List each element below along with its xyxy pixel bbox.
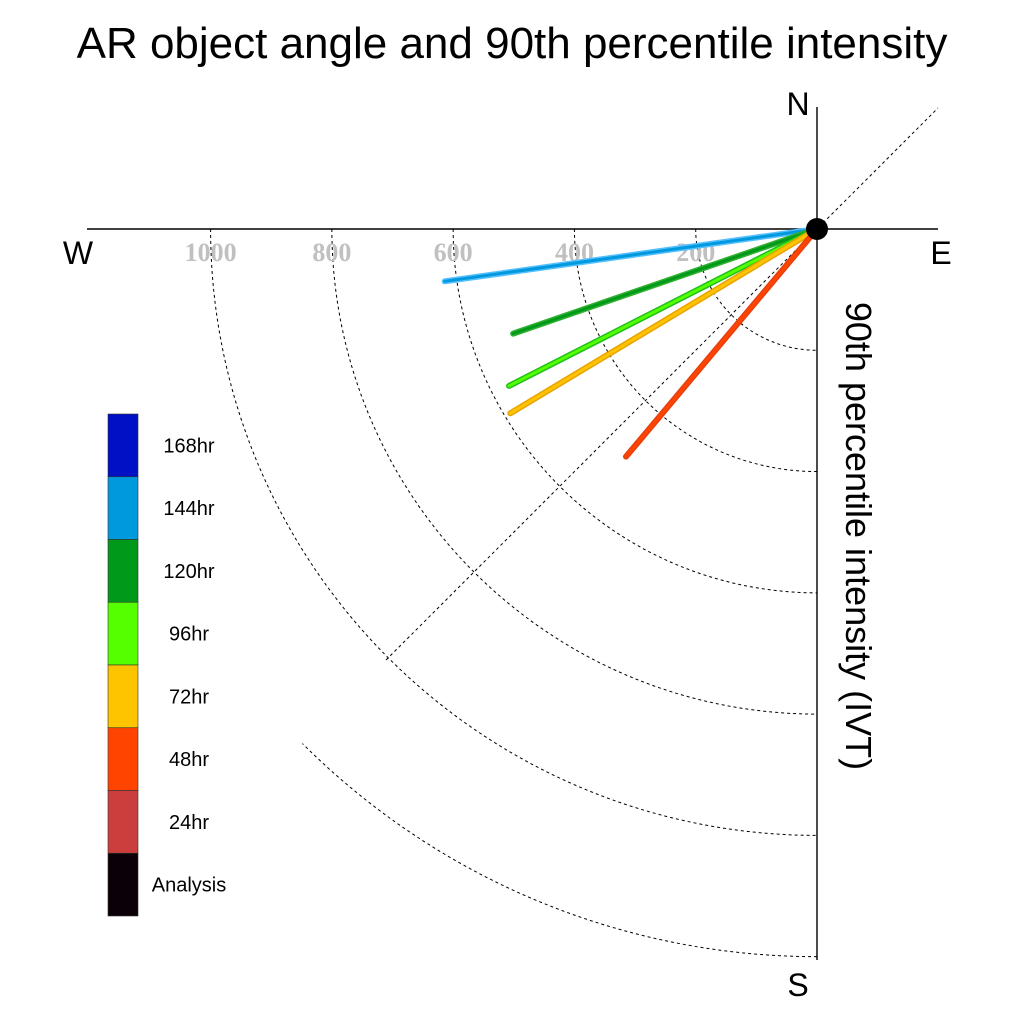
- radial-tick-label: 600: [434, 238, 473, 267]
- legend-swatch: [107, 539, 139, 603]
- legend-swatch: [107, 476, 139, 540]
- legend-swatch: [107, 601, 139, 666]
- legend-swatch: [107, 664, 139, 729]
- grid-ring-800: [331, 228, 818, 715]
- legend-swatch: [107, 413, 139, 478]
- series-line-120hr: [511, 227, 819, 336]
- diagonal-guide: [385, 107, 939, 661]
- series-line-48hr: [624, 227, 819, 459]
- legend-label: 96hr: [169, 624, 209, 646]
- grid-ring-1000: [210, 228, 818, 836]
- grid-ring-600: [452, 228, 818, 594]
- legend-label: 120hr: [163, 561, 214, 583]
- radial-tick-label: 800: [312, 238, 351, 267]
- legend-label: 48hr: [169, 749, 209, 771]
- center-point: [806, 218, 828, 240]
- legend-label: Analysis: [152, 875, 226, 897]
- grid-ring-400: [573, 228, 818, 473]
- series-line-72hr: [508, 227, 819, 415]
- legend-swatch: [107, 727, 139, 791]
- chart-title: AR object angle and 90th percentile inte…: [77, 19, 948, 68]
- legend-swatch: [107, 852, 139, 917]
- east-label: E: [930, 235, 951, 271]
- series-line-96hr: [507, 227, 819, 388]
- legend-label: 72hr: [169, 686, 209, 708]
- legend-label: 168hr: [163, 435, 214, 457]
- south-label: S: [787, 967, 808, 1003]
- series-line-144hr: [443, 227, 819, 283]
- legend-label: 144hr: [163, 498, 214, 520]
- radial-tick-label: 1000: [185, 238, 237, 267]
- grid-ring-outer: [302, 743, 818, 958]
- legend-swatch: [107, 790, 139, 854]
- legend: 168hr 144hr 120hr 96hr 72hr 48hr 24hr Analysis: [107, 413, 226, 917]
- west-label: W: [63, 235, 94, 271]
- north-label: N: [786, 86, 809, 122]
- grid-ring-200: [695, 228, 818, 351]
- series-lines: [441, 226, 820, 460]
- legend-label: 24hr: [169, 812, 209, 834]
- radial-grid: [210, 228, 818, 958]
- intensity-axis-label: 90th percentile intensity (IVT): [838, 302, 879, 770]
